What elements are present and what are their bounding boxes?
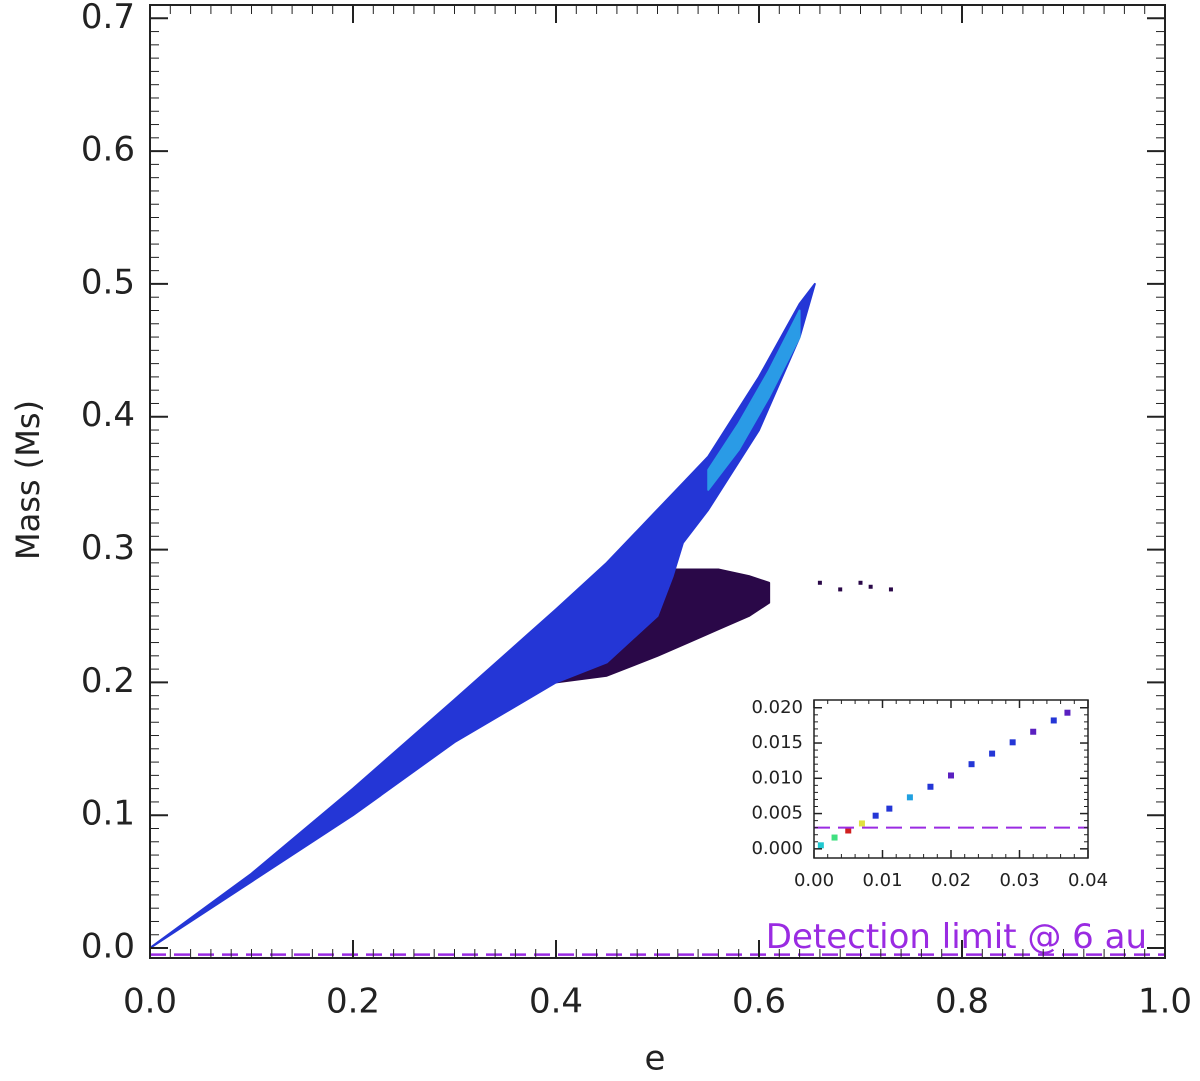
inset-background [814, 700, 1088, 858]
x-tick-label: 0.03 [999, 870, 1039, 891]
scatter-point [1050, 717, 1057, 724]
y-tick-label: 0.005 [751, 803, 803, 824]
scatter-point [906, 794, 913, 801]
y-tick-label: 0.7 [81, 0, 135, 37]
scatter-point [872, 812, 879, 819]
scatter-point [845, 827, 852, 834]
x-tick-label: 0.6 [732, 982, 786, 1022]
x-tick-label: 1.0 [1138, 982, 1192, 1022]
scatter-point [1009, 739, 1016, 746]
y-tick-label: 0.000 [751, 838, 803, 859]
y-tick-label: 0.015 [751, 732, 803, 753]
detection-limit-label: Detection limit @ 6 au [766, 917, 1147, 957]
x-tick-label: 0.01 [862, 870, 902, 891]
scatter-point [831, 834, 838, 841]
x-tick-label: 0.0 [123, 982, 177, 1022]
scatter-point [989, 750, 996, 757]
y-tick-label: 0.3 [81, 528, 135, 568]
y-tick-label: 0.020 [751, 697, 803, 718]
x-tick-label: 0.02 [931, 870, 971, 891]
x-tick-label: 0.04 [1068, 870, 1108, 891]
scatter-point [817, 580, 822, 585]
scatter-point [858, 580, 863, 585]
density-region [150, 282, 816, 950]
y-tick-label: 0.010 [751, 767, 803, 788]
y-axis-title: Mass (Ms) [9, 400, 47, 560]
scatter-point [886, 805, 893, 812]
scatter-point [838, 587, 843, 592]
y-tick-label: 0.5 [81, 262, 135, 302]
y-tick-label: 0.1 [81, 794, 135, 834]
y-tick-label: 0.2 [81, 661, 135, 701]
density-region [707, 309, 801, 491]
x-tick-label: 0.00 [794, 870, 834, 891]
scatter-point [888, 587, 893, 592]
scatter-point [858, 820, 865, 827]
scatter-point [817, 842, 824, 849]
scatter-point [1030, 728, 1037, 735]
x-tick-label: 0.4 [529, 982, 583, 1022]
x-tick-label: 0.2 [326, 982, 380, 1022]
scatter-point [968, 761, 975, 768]
x-tick-label: 0.8 [935, 982, 989, 1022]
y-tick-label: 0.4 [81, 395, 135, 435]
scatter-point [1064, 709, 1071, 716]
scatter-point [948, 772, 954, 779]
y-tick-label: 0.6 [81, 130, 135, 170]
scatter-point [868, 584, 873, 589]
plot-area [150, 282, 893, 950]
scatter-point [927, 783, 934, 790]
x-axis-title: e [645, 1039, 666, 1078]
y-tick-label: 0.0 [81, 927, 135, 967]
